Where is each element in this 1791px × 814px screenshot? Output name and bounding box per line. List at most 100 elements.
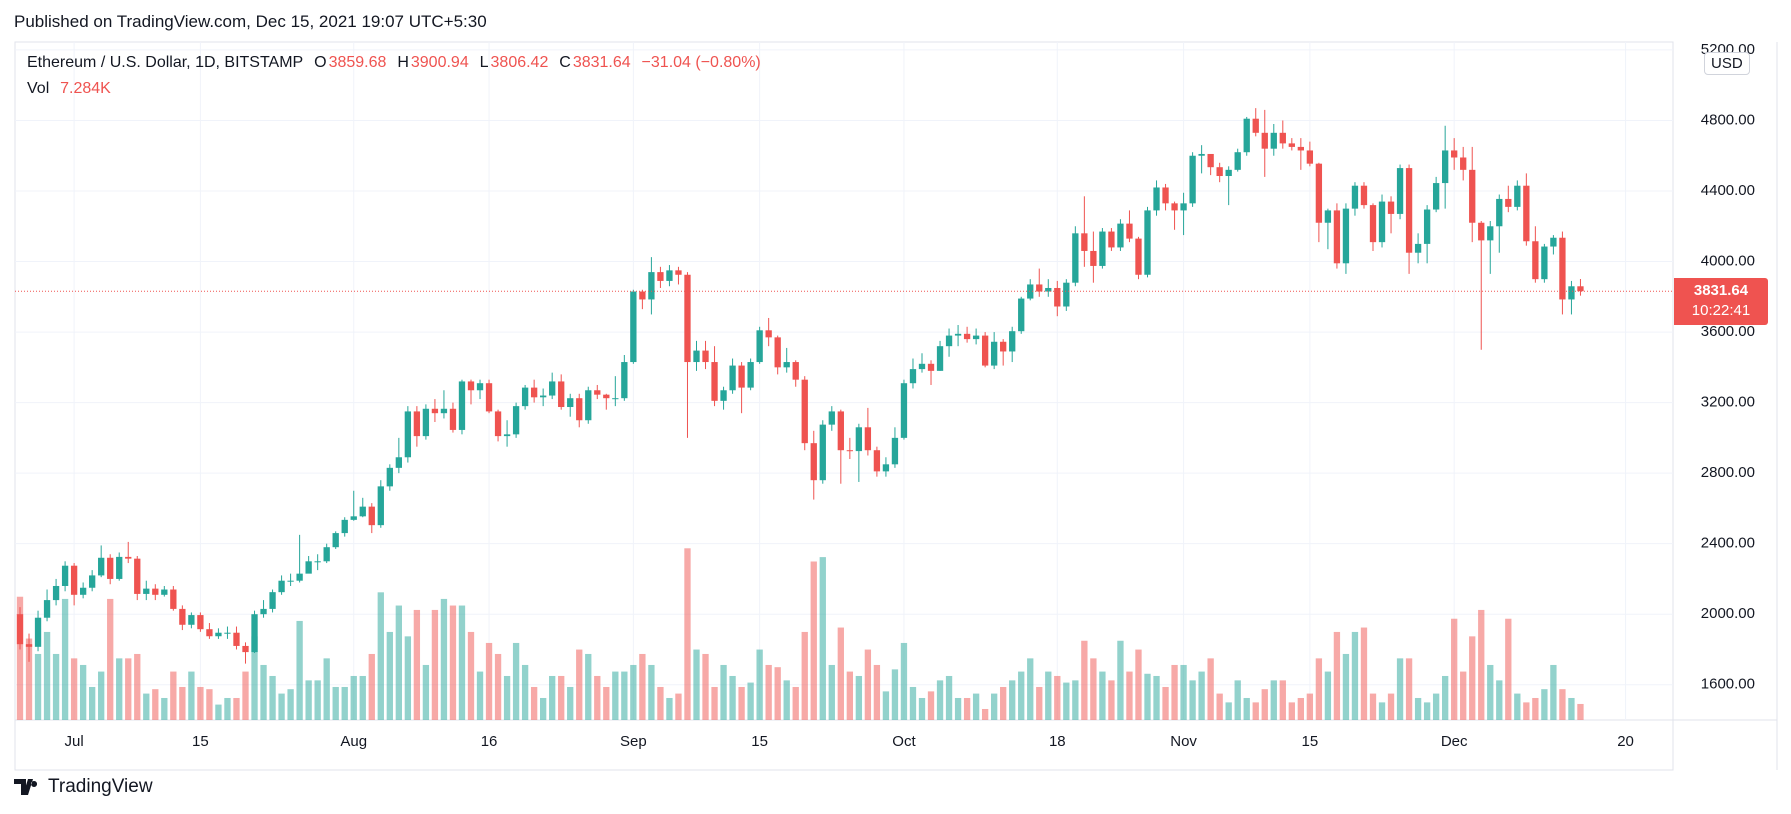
candle-body [197,615,204,630]
volume-bar [1333,631,1341,720]
volume-bar [918,697,926,720]
currency-button[interactable]: USD [1704,52,1750,75]
volume-bar [1550,664,1557,720]
volume-bar [1442,675,1449,720]
volume-bar [1514,693,1521,720]
x-tick-label: 15 [192,733,209,750]
volume-bar [1297,697,1304,720]
volume-bar [1378,702,1386,720]
candle-body [1351,185,1359,209]
x-tick-label: 16 [481,733,498,750]
volume-bar [413,609,421,720]
candle-body [873,450,881,472]
volume-bar [1342,653,1350,720]
volume-bar [585,653,592,720]
volume-bar [1577,703,1584,720]
price-tag-price: 3831.64 [1693,282,1749,299]
volume-bar [828,664,835,720]
candle-body [386,467,393,487]
candle-body [1126,223,1133,239]
volume-bar [188,671,195,720]
candle-body [747,362,754,388]
candle-body [1054,287,1061,307]
candle-body [98,557,105,576]
volume-bar [1009,680,1016,720]
candle-body [576,398,583,421]
candle-body [594,390,601,395]
volume-bar [630,664,637,720]
candle-body [503,434,511,437]
candle-body [1144,210,1151,275]
candle-body [1090,250,1097,266]
volume-bar [179,686,186,720]
y-tick-label: 2800.00 [1701,464,1755,481]
candle-body [152,588,159,595]
candle-body [1081,233,1088,251]
volume-bar [1081,640,1088,720]
candle-body [431,408,439,414]
candle-body [1414,243,1422,253]
volume-bar [332,686,339,720]
price-tag-countdown: 10:22:41 [1691,302,1751,319]
candle-body [79,587,87,595]
candle-body [1378,201,1386,243]
y-tick-label: 3200.00 [1701,394,1755,411]
volume-bar [1487,664,1494,720]
volume-bar [1090,658,1097,720]
candle-body [720,390,727,401]
candle-body [1442,150,1449,184]
volume-bar [1216,693,1223,720]
candle-body [702,350,709,363]
volume-bar [1153,675,1160,720]
footer: TradingView [14,776,153,798]
volume-bar [377,592,384,720]
candle-body [323,547,330,562]
x-tick-label: Sep [620,733,647,750]
volume-bar [981,708,989,720]
candle-body [639,291,646,300]
volume-bar [1396,658,1404,720]
candle-body [1432,183,1440,210]
candle-body [666,270,673,281]
open-label: O [314,54,327,71]
candle-body [1423,209,1431,244]
candle-body [233,632,240,646]
y-tick-label: 2000.00 [1701,605,1755,622]
volume-bar [1126,671,1133,720]
volume-bar [549,675,556,720]
candle-body [1342,208,1350,264]
volume-bar [945,675,953,720]
candle-body [792,362,799,380]
candle-body [963,333,971,340]
candle-body [25,644,33,647]
volume-bar [359,675,366,720]
volume-bar [314,680,321,720]
volume-bar [1045,671,1052,720]
candle-body [657,272,664,281]
change: −31.04 (−0.80%) [641,54,761,71]
candle-body [1180,203,1187,211]
candle-body [422,408,430,437]
x-tick-label: Jul [65,733,84,750]
x-tick-label: Dec [1441,733,1468,750]
candle-body [377,486,384,526]
candle-body [1072,233,1079,283]
candle-body [828,411,835,425]
candle-body [206,629,213,637]
candle-body [1396,168,1404,214]
volume-bar [1117,640,1124,720]
volume-bar [1180,664,1187,720]
volume-bar [747,682,754,720]
y-tick-label: 4000.00 [1701,253,1755,270]
candle-body [1162,187,1169,204]
volume-bar [134,653,141,720]
volume-bar [476,671,484,720]
candle-body [648,272,655,300]
candle-body [1369,205,1377,243]
candle-body [1189,155,1196,204]
y-tick-label: 1600.00 [1701,676,1755,693]
volume-bar [251,636,258,720]
volume-bar [467,631,475,720]
candle-body [170,589,177,609]
